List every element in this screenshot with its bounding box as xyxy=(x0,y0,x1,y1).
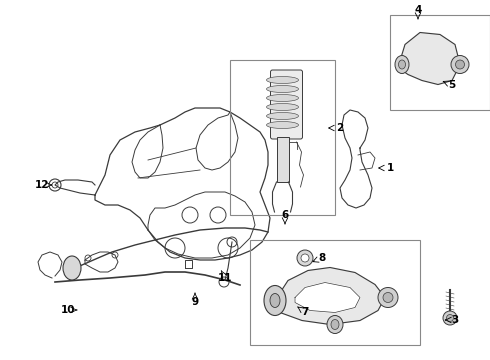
Ellipse shape xyxy=(270,293,280,307)
Text: 11: 11 xyxy=(218,273,232,283)
Ellipse shape xyxy=(267,85,298,93)
Ellipse shape xyxy=(267,122,298,129)
Ellipse shape xyxy=(297,250,313,266)
Circle shape xyxy=(378,288,398,307)
Text: 12: 12 xyxy=(35,180,49,190)
Bar xyxy=(276,137,289,182)
FancyBboxPatch shape xyxy=(270,70,302,139)
Ellipse shape xyxy=(63,256,81,280)
Text: 8: 8 xyxy=(318,253,326,263)
Polygon shape xyxy=(275,267,385,324)
Ellipse shape xyxy=(267,77,298,84)
Ellipse shape xyxy=(264,285,286,315)
Ellipse shape xyxy=(446,315,454,321)
Ellipse shape xyxy=(267,94,298,102)
Text: 3: 3 xyxy=(451,315,459,325)
Bar xyxy=(250,240,420,345)
Text: 1: 1 xyxy=(387,163,393,173)
Ellipse shape xyxy=(267,112,298,120)
Circle shape xyxy=(456,60,465,69)
Bar xyxy=(390,15,490,110)
Text: 10: 10 xyxy=(61,305,75,315)
Polygon shape xyxy=(398,32,460,85)
Circle shape xyxy=(383,292,393,302)
Polygon shape xyxy=(295,283,360,312)
Ellipse shape xyxy=(395,55,409,73)
Ellipse shape xyxy=(327,315,343,333)
Ellipse shape xyxy=(443,311,457,325)
Ellipse shape xyxy=(331,320,339,329)
Bar xyxy=(230,60,335,215)
Ellipse shape xyxy=(398,60,406,69)
Text: 9: 9 xyxy=(192,297,198,307)
Text: 7: 7 xyxy=(301,307,309,317)
Circle shape xyxy=(451,55,469,73)
Ellipse shape xyxy=(267,104,298,111)
Ellipse shape xyxy=(301,254,309,262)
Text: 2: 2 xyxy=(336,123,343,133)
Text: 4: 4 xyxy=(415,5,422,15)
Text: 6: 6 xyxy=(281,210,289,220)
Text: 5: 5 xyxy=(448,80,456,90)
